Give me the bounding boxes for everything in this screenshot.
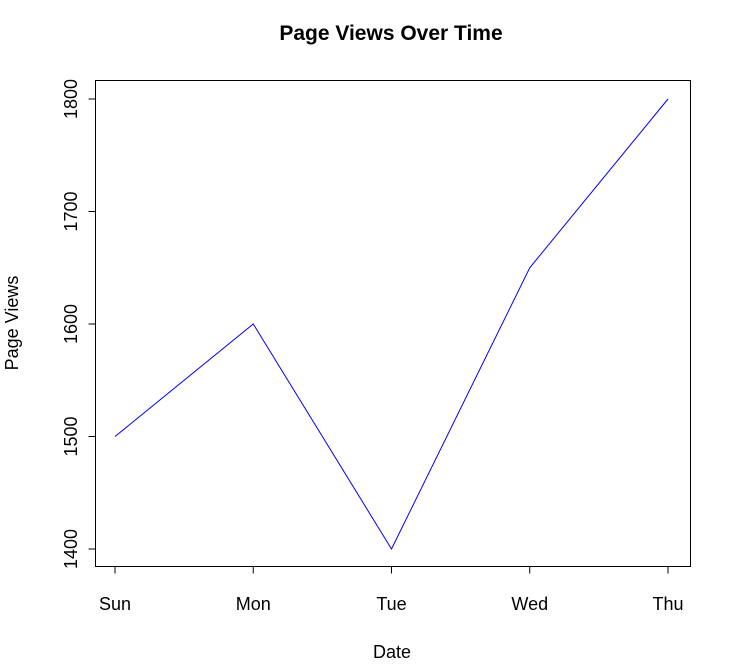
x-tick-label: Tue <box>376 594 406 614</box>
y-tick-label: 1600 <box>61 304 81 344</box>
y-axis-ticks: 1400 1500 1600 1700 1800 <box>61 79 96 569</box>
x-axis-ticks: Sun Mon Tue Wed Thu <box>99 566 684 614</box>
plot-area <box>95 80 691 567</box>
y-tick-label: 1500 <box>61 416 81 456</box>
x-tick-label: Sun <box>99 594 131 614</box>
x-tick-label: Thu <box>652 594 683 614</box>
y-tick-label: 1400 <box>61 529 81 569</box>
y-tick-label: 1700 <box>61 191 81 231</box>
x-tick-label: Mon <box>236 594 271 614</box>
chart-title: Page Views Over Time <box>279 22 502 45</box>
y-tick-label: 1800 <box>61 79 81 119</box>
x-axis-label: Date <box>373 642 411 662</box>
series-line-page-views <box>114 98 669 551</box>
y-axis-label: Page Views <box>2 276 22 371</box>
x-tick-label: Wed <box>511 594 548 614</box>
